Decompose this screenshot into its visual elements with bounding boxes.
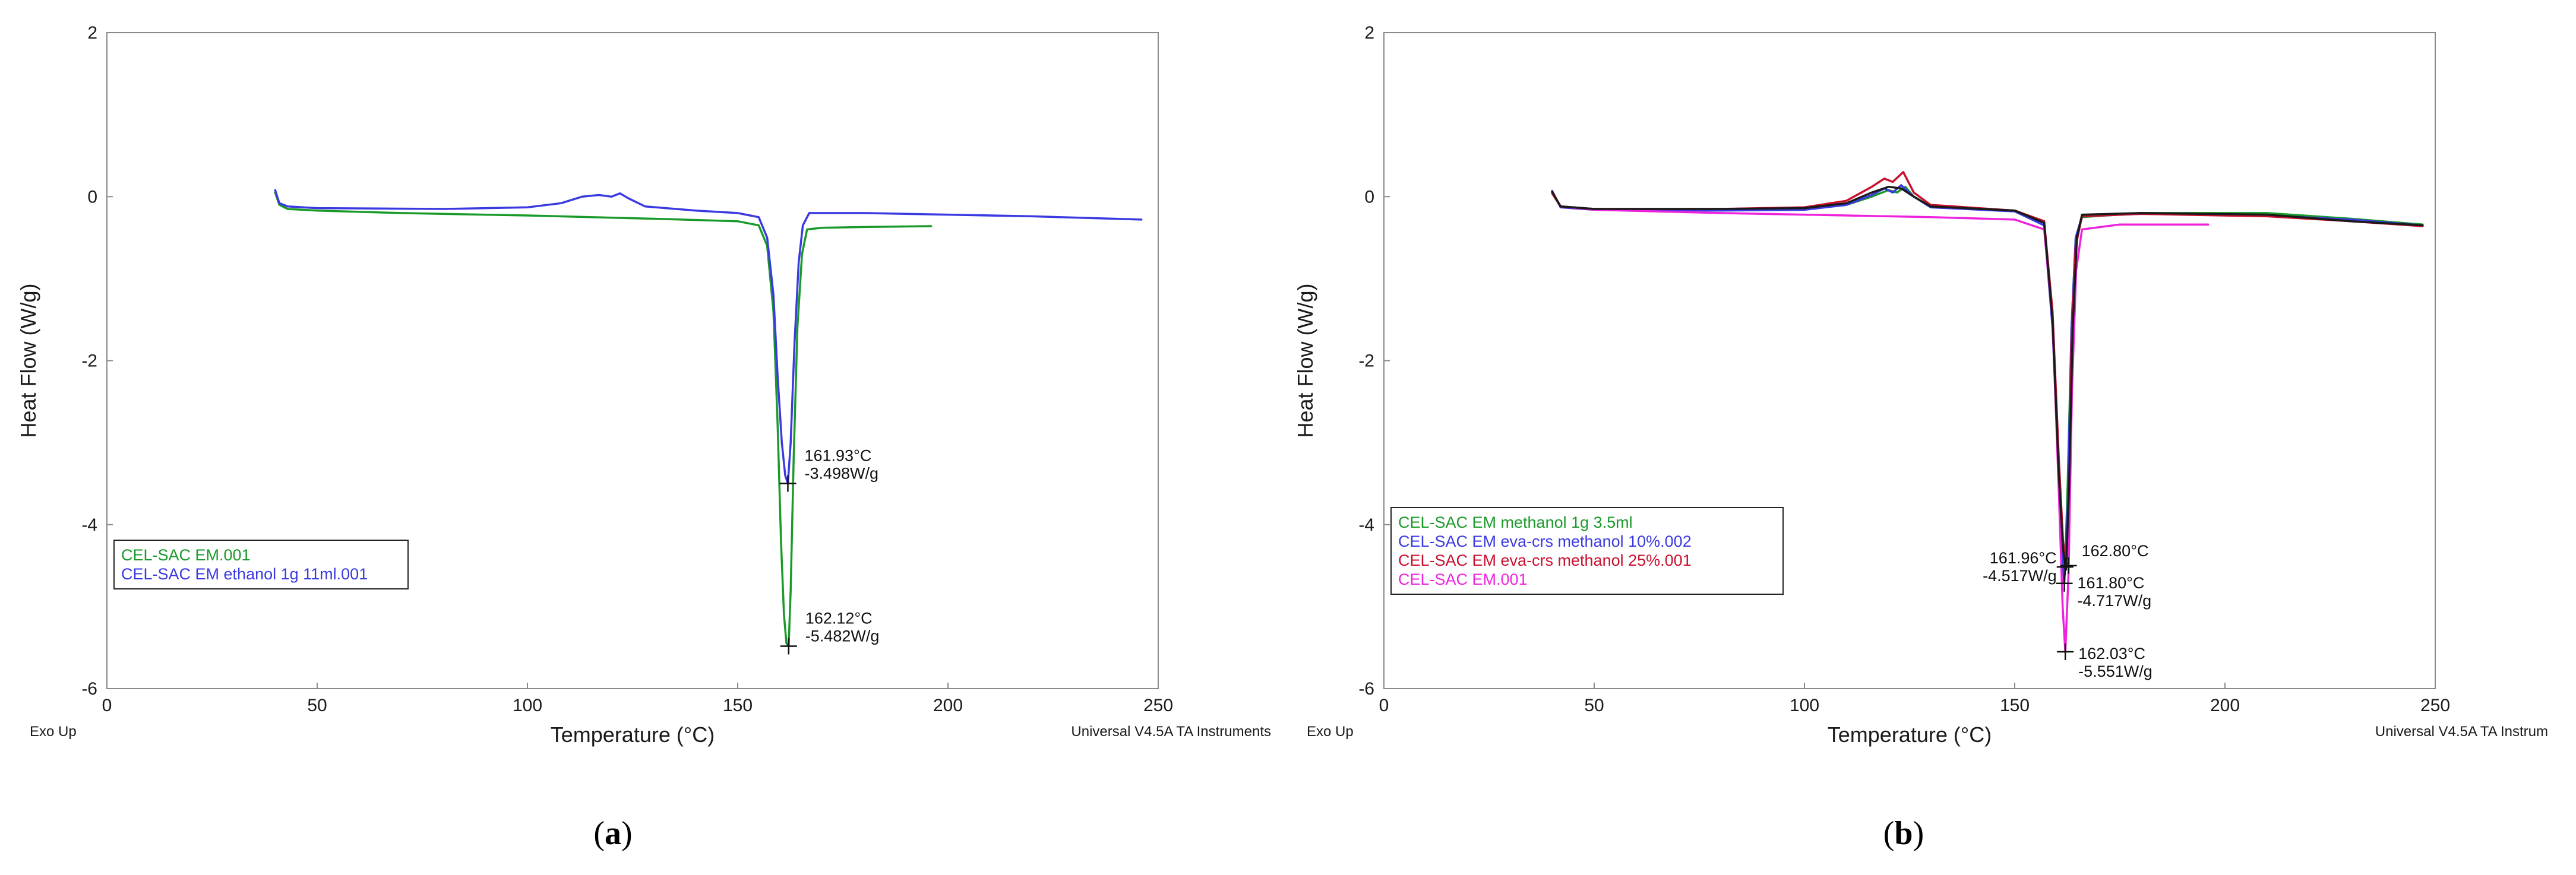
peak-annotation-text: -5.551W/g <box>2078 662 2153 680</box>
y-tick-label: -2 <box>81 351 97 371</box>
x-tick-label: 200 <box>2210 696 2240 715</box>
peak-annotation: 162.12°C-5.482W/g <box>780 609 880 655</box>
legend-entry: CEL-SAC EM eva-crs methanol 10%.002 <box>1398 532 1692 550</box>
peak-annotation: 161.80°C-4.717W/g <box>2056 574 2152 610</box>
legend-box <box>113 540 409 589</box>
peak-annotation-text: -5.482W/g <box>805 627 880 645</box>
legend-entry: CEL-SAC EM eva-crs methanol 25%.001 <box>1398 551 1692 569</box>
y-tick-label: 2 <box>87 23 97 43</box>
x-tick-label: 250 <box>2420 696 2450 715</box>
chart-panel-b: 0 50 100 150 200 250 2 0 -2 -4 -6 Temperature (°C) H… <box>1293 23 2548 852</box>
x-tick-label: 150 <box>2000 696 2030 715</box>
panel-label: (a) <box>593 815 632 852</box>
x-axis-label: Temperature (°C) <box>1828 722 1992 747</box>
plot-frame <box>106 32 1159 689</box>
legend-entry: CEL-SAC EM ethanol 1g 11ml.001 <box>121 565 368 583</box>
peak-annotation-text: 162.12°C <box>805 609 873 627</box>
y-tick-label: 0 <box>1364 187 1374 207</box>
chart-panel-a: 0 50 100 150 200 250 2 0 -2 -4 -6 Temperature (°C) H… <box>16 23 1271 852</box>
y-axis-label: Heat Flow (W/g) <box>1293 283 1317 438</box>
exo-up-note: Exo Up <box>1307 724 1354 740</box>
legend-entry: CEL-SAC EM.001 <box>1398 570 1528 588</box>
x-tick-label: 0 <box>1379 696 1389 715</box>
peak-annotation: 162.03°C-5.551W/g <box>2057 643 2153 680</box>
x-tick-label: 50 <box>307 696 327 715</box>
instrument-note: Universal V4.5A TA Instrum <box>2375 724 2548 740</box>
x-tick-label: 0 <box>102 696 112 715</box>
y-tick-label: -4 <box>1358 515 1374 535</box>
x-tick-label: 50 <box>1584 696 1604 715</box>
series-line-5 <box>1551 185 2424 571</box>
peak-annotation-text: 161.96°C <box>1990 549 2057 567</box>
legend-box <box>1390 507 1784 595</box>
y-tick-label: -6 <box>81 679 97 699</box>
y-tick-label: -6 <box>1358 679 1374 699</box>
peak-annotation-text: 162.03°C <box>2078 645 2145 662</box>
peak-annotation-text: 161.93°C <box>804 446 871 464</box>
x-tick-label: 150 <box>723 696 753 715</box>
peak-annotation-text: -4.517W/g <box>1983 567 2057 585</box>
peak-annotation-text: 162.80°C <box>2082 542 2149 560</box>
x-tick-label: 200 <box>933 696 963 715</box>
series-line-2 <box>274 189 1143 485</box>
exo-up-note: Exo Up <box>30 724 77 740</box>
series-line-3 <box>1551 171 2424 567</box>
legend-entry: CEL-SAC EM methanol 1g 3.5ml <box>1398 513 1633 531</box>
peak-annotation: 161.96°C-4.517W/g <box>1983 549 2074 585</box>
instrument-note: Universal V4.5A TA Instruments <box>1071 724 1271 740</box>
panel-label: (b) <box>1883 815 1924 852</box>
y-tick-label: 0 <box>87 187 97 207</box>
peak-annotation: 161.93°C-3.498W/g <box>779 446 878 492</box>
x-axis-label: Temperature (°C) <box>551 722 715 747</box>
peak-annotation: 162.80°C <box>2060 542 2149 574</box>
peak-annotation-text: -4.717W/g <box>2078 592 2152 610</box>
legend-entry: CEL-SAC EM.001 <box>121 546 251 564</box>
y-tick-label: -2 <box>1358 351 1374 371</box>
y-tick-label: 2 <box>1364 23 1374 43</box>
x-tick-label: 100 <box>1790 696 1819 715</box>
series-line-1 <box>274 191 933 648</box>
y-tick-label: -4 <box>81 515 97 535</box>
peak-annotation-text: 161.80°C <box>2078 574 2145 592</box>
x-tick-label: 250 <box>1143 696 1173 715</box>
x-tick-label: 100 <box>513 696 542 715</box>
y-axis-label: Heat Flow (W/g) <box>16 283 40 438</box>
peak-annotation-text: -3.498W/g <box>804 464 878 482</box>
